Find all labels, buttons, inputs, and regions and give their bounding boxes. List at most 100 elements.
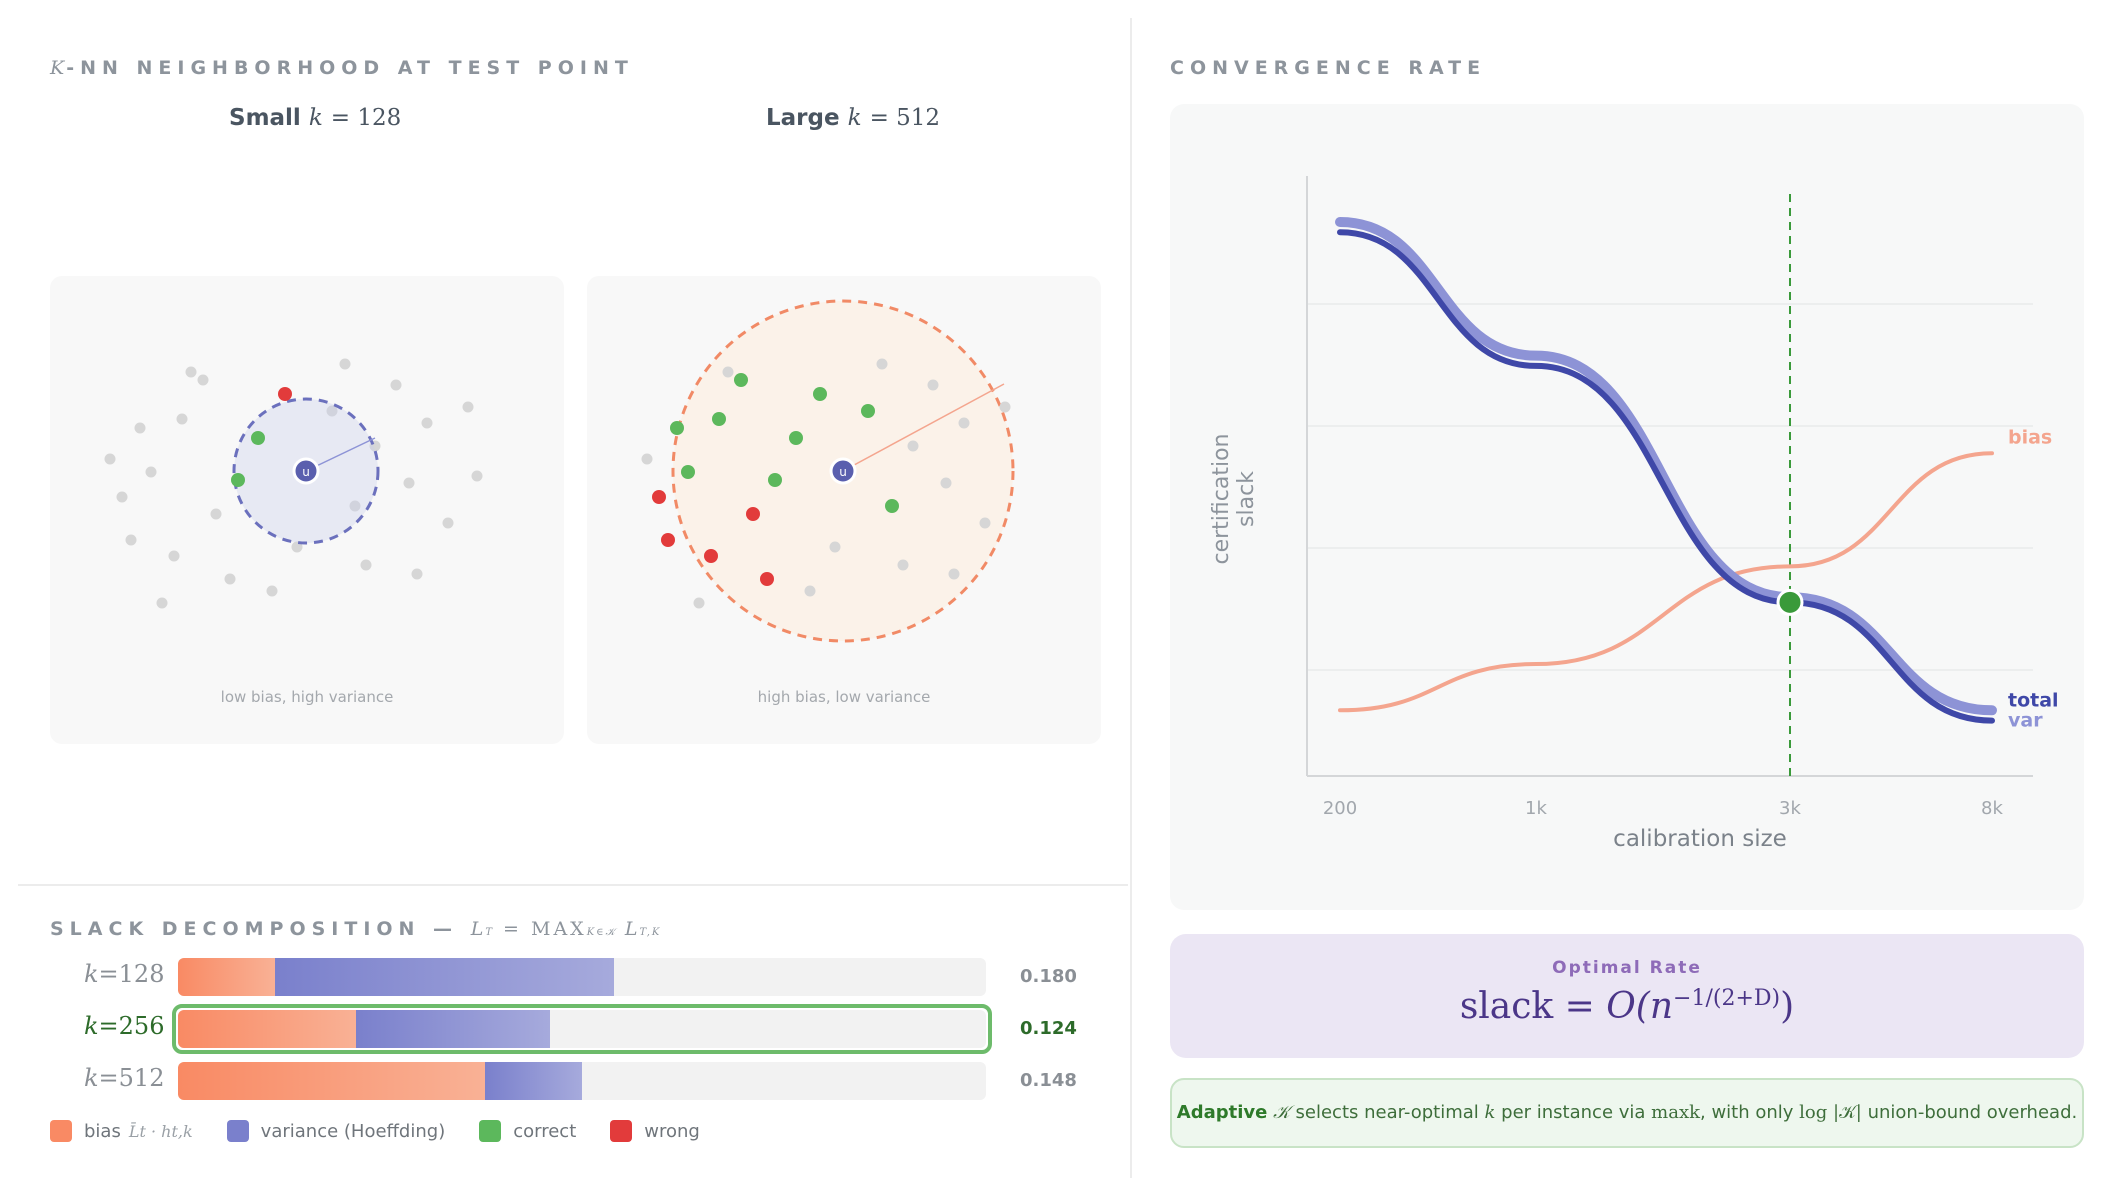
total-series-label: total xyxy=(2008,690,2059,712)
large-k-label: Large k = 512 xyxy=(766,105,940,131)
small-k-neighborhood-panel: u low bias, high variance xyxy=(50,276,564,744)
selected-row-highlight xyxy=(172,1004,992,1054)
vertical-divider xyxy=(1130,18,1132,1178)
total-series-line xyxy=(1337,229,1995,724)
x-axis-label: calibration size xyxy=(1613,826,1787,852)
knn-title-text: -NN NEIGHBORHOOD AT TEST POINT xyxy=(66,57,634,79)
slack-bar-track xyxy=(178,958,986,996)
optimum-point xyxy=(1776,588,1804,616)
large-k-caption: high bias, low variance xyxy=(757,688,931,706)
legend-label: wrong xyxy=(644,1120,700,1142)
slack-row-label-value: =512 xyxy=(98,1064,165,1092)
legend-swatch xyxy=(50,1120,72,1142)
legend-item: correct xyxy=(479,1120,576,1142)
note-math-log: log |𝒦| xyxy=(1799,1102,1862,1123)
slack-bar-track xyxy=(178,1010,986,1048)
variance-segment xyxy=(355,1010,550,1048)
slack-row-value: 0.148 xyxy=(1020,1070,1077,1091)
note-strong: Adaptive xyxy=(1176,1102,1268,1123)
correct-point xyxy=(231,473,245,487)
x-tick-label: 8k xyxy=(1981,798,2003,819)
large-k-prefix: Large xyxy=(766,105,840,131)
convergence-chart-card: 200 1k 3k 8k bias var total certification slac… xyxy=(1170,104,2084,910)
formula-lhs: slack = xyxy=(1459,986,1607,1027)
large-k-value: = 512 xyxy=(869,105,941,131)
note-math-k: k xyxy=(1484,1102,1496,1123)
legend-bias-formula: L̄t · ht,k xyxy=(128,1121,193,1141)
wrong-points xyxy=(652,490,774,586)
small-k-prefix: Small xyxy=(229,105,301,131)
convergence-section-title: CONVERGENCE RATE xyxy=(1170,57,1487,79)
small-k-caption: low bias, high variance xyxy=(220,688,394,706)
slack-row-value: 0.180 xyxy=(1020,966,1077,987)
x-tick-label: 3k xyxy=(1779,798,1801,819)
slack-row-label: k=512 xyxy=(84,1064,164,1092)
note-math-K: 𝒦 xyxy=(1273,1102,1290,1123)
var-series-line xyxy=(1335,217,1997,716)
slack-row-label-var: k xyxy=(84,1012,99,1040)
slack-formula-L: L xyxy=(470,918,486,940)
slack-legend: bias L̄t · ht,k variance (Hoeffding) corre… xyxy=(50,1120,700,1142)
knn-title-k: K xyxy=(50,57,67,79)
knn-section-title: K-NN NEIGHBORHOOD AT TEST POINT xyxy=(50,57,634,79)
note-text-2: per instance via xyxy=(1495,1102,1652,1123)
slack-row-label: k=256 xyxy=(84,1012,164,1040)
var-series-label: var xyxy=(2008,709,2043,731)
formula-close: ) xyxy=(1780,986,1795,1027)
variance-segment xyxy=(485,1062,582,1100)
slack-row-label-var: k xyxy=(84,960,99,988)
note-math-max: maxk xyxy=(1651,1102,1701,1123)
bias-segment xyxy=(178,1010,356,1048)
correct-points xyxy=(670,373,899,513)
small-k-label: Small k = 128 xyxy=(229,105,401,131)
note-text-4: union-bound overhead. xyxy=(1861,1102,2078,1123)
legend-label: correct xyxy=(513,1120,577,1142)
gridlines xyxy=(1307,303,2033,671)
bias-series-label: bias xyxy=(2008,426,2052,448)
formula-exponent: −1/(2+D) xyxy=(1673,986,1781,1011)
correct-point xyxy=(251,431,265,445)
large-k-neighborhood-panel: u high bias, low variance xyxy=(587,276,1101,744)
small-k-var: k xyxy=(308,105,323,131)
radius-line xyxy=(842,383,1005,472)
x-tick-label: 1k xyxy=(1525,798,1547,819)
note-text-3: , with only xyxy=(1700,1102,1800,1123)
legend-item: wrong xyxy=(610,1120,700,1142)
test-point-u xyxy=(292,457,320,485)
slack-section-title: SLACK DECOMPOSITION — LT = MAXK∈𝒦 LT,K xyxy=(50,918,662,940)
wrong-point xyxy=(278,387,292,401)
horizontal-divider xyxy=(18,884,1128,886)
slack-row-label-value: =128 xyxy=(98,960,165,988)
large-k-var: k xyxy=(847,105,862,131)
slack-row-label-value: =256 xyxy=(98,1012,165,1040)
optimal-rate-title: Optimal Rate xyxy=(1552,958,1702,978)
slack-rows: k=128 0.180 k=256 0.124 k=512 0.148 xyxy=(50,950,1110,1120)
background-points xyxy=(641,358,1011,609)
slack-row-label-var: k xyxy=(84,1064,99,1092)
bias-segment xyxy=(178,1062,486,1100)
legend-swatch xyxy=(226,1120,249,1142)
slack-title-text: SLACK DECOMPOSITION — xyxy=(50,918,471,940)
large-k-scatter: u xyxy=(641,299,1015,643)
legend-label: bias xyxy=(84,1120,121,1142)
legend-item: bias L̄t · ht,k xyxy=(50,1120,193,1142)
legend-label: variance (Hoeffding) xyxy=(260,1120,446,1142)
slack-row-label: k=128 xyxy=(84,960,164,988)
legend-swatch xyxy=(610,1120,633,1142)
slack-bar-track xyxy=(178,1062,986,1100)
note-text-1: selects near-optimal xyxy=(1289,1102,1485,1123)
optimal-rate-card: Optimal Rate slack = O(n−1/(2+D)) xyxy=(1170,934,2084,1058)
optimal-rate-formula: slack = O(n−1/(2+D)) xyxy=(1170,986,2084,1027)
small-k-value: = 128 xyxy=(330,105,402,131)
test-point-u xyxy=(829,457,857,485)
small-k-scatter: u xyxy=(104,358,483,609)
test-point-label: u xyxy=(302,465,310,479)
legend-item: variance (Hoeffding) xyxy=(226,1120,446,1142)
legend-swatch xyxy=(479,1120,502,1142)
x-tick-label: 200 xyxy=(1323,798,1357,819)
variance-segment xyxy=(274,958,615,996)
formula-rhs: O(n xyxy=(1606,986,1674,1027)
bias-segment xyxy=(178,958,275,996)
adaptive-note: Adaptive 𝒦 selects near-optimal k per in… xyxy=(1170,1078,2084,1148)
